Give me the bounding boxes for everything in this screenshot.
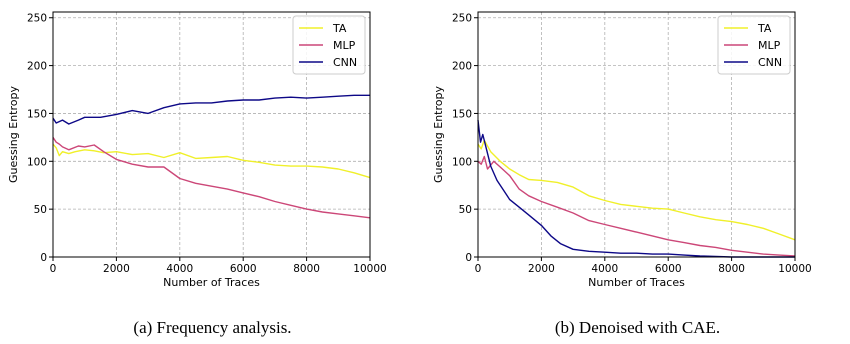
y-tick-label: 50 xyxy=(459,204,472,216)
y-axis-label: Guessing Entropy xyxy=(432,86,445,183)
x-tick-label: 10000 xyxy=(778,263,811,275)
x-tick-label: 6000 xyxy=(230,263,257,275)
legend-label-cnn: CNN xyxy=(758,56,782,69)
x-tick-label: 2000 xyxy=(528,263,555,275)
y-tick-label: 200 xyxy=(452,61,472,73)
legend-label-ta: TA xyxy=(332,22,347,35)
y-tick-label: 200 xyxy=(27,61,47,73)
y-tick-label: 150 xyxy=(452,108,472,120)
x-axis-label: Number of Traces xyxy=(588,276,685,289)
y-tick-label: 250 xyxy=(452,13,472,25)
plot-denoised-cae: 0 2000 4000 6000 8000 10000 0 50 100 150 200 250 Num… xyxy=(432,11,812,289)
x-tick-label: 10000 xyxy=(353,263,386,275)
series-line-mlp xyxy=(52,137,371,219)
series-line-mlp xyxy=(477,155,796,257)
series-line-cnn xyxy=(477,120,795,258)
y-axis-label: Guessing Entropy xyxy=(7,86,20,183)
legend-label-mlp: MLP xyxy=(333,39,356,52)
x-tick-label: 2000 xyxy=(103,263,130,275)
plot-frequency-analysis: 0 2000 4000 6000 8000 10000 0 50 100 150 200 250 Num… xyxy=(7,11,387,289)
axes-frame xyxy=(477,11,796,258)
legend-box xyxy=(717,15,791,75)
series-line-ta xyxy=(52,143,371,179)
caption-b: (b) Denoised with CAE. xyxy=(554,318,721,337)
x-tick-label: 0 xyxy=(475,263,482,275)
caption-a: (a) Frequency analysis. xyxy=(133,318,292,337)
y-tick-label: 50 xyxy=(34,204,47,216)
y-tick-label: 100 xyxy=(452,156,472,168)
y-tick-label: 100 xyxy=(27,156,47,168)
legend-label-ta: TA xyxy=(757,22,772,35)
y-tick-label: 250 xyxy=(27,13,47,25)
legend-label-mlp: MLP xyxy=(758,39,781,52)
legend-box xyxy=(292,15,366,75)
x-tick-label: 8000 xyxy=(718,263,745,275)
legend-label-cnn: CNN xyxy=(333,56,357,69)
axes-frame xyxy=(52,11,371,258)
x-axis-label: Number of Traces xyxy=(163,276,260,289)
figure-b: 0 2000 4000 6000 8000 10000 0 50 100 150 200 250 Num… xyxy=(425,0,850,344)
x-tick-label: 0 xyxy=(50,263,57,275)
figure-a: 0 2000 4000 6000 8000 10000 0 50 100 150 200 250 Num… xyxy=(7,11,387,337)
y-tick-label: 0 xyxy=(40,252,47,264)
series-line-ta xyxy=(477,139,796,241)
y-tick-label: 150 xyxy=(27,108,47,120)
x-tick-label: 4000 xyxy=(166,263,193,275)
x-tick-label: 4000 xyxy=(591,263,618,275)
x-tick-label: 8000 xyxy=(293,263,320,275)
y-tick-label: 0 xyxy=(465,252,472,264)
x-tick-label: 6000 xyxy=(655,263,682,275)
series-line-cnn xyxy=(52,94,370,125)
